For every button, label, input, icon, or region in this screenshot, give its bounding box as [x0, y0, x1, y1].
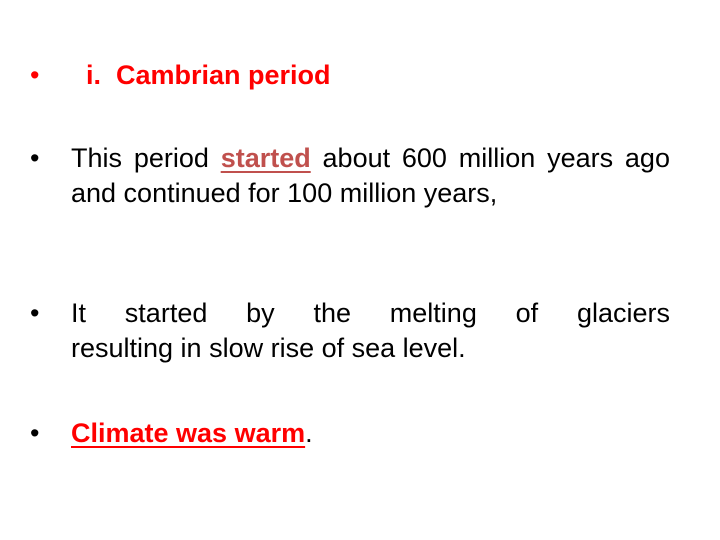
- period-start-pre: This period: [71, 143, 209, 173]
- slide-heading: i. Cambrian period: [86, 60, 331, 90]
- period-start-text: This period started about 600 million ye…: [71, 141, 670, 211]
- climate-highlight: Climate was warm: [71, 418, 306, 448]
- climate-post: .: [305, 418, 313, 448]
- glaciers-text: It started by the melting of glaciers re…: [71, 296, 670, 366]
- heading-bullet-item: • i. Cambrian period: [30, 58, 670, 93]
- bullet-marker: •: [30, 418, 40, 448]
- bullet-climate: • Climate was warm.: [30, 416, 670, 451]
- glaciers-line-1: It started by the melting of glaciers: [71, 298, 670, 328]
- bullet-marker: •: [30, 298, 40, 328]
- started-highlight: started: [220, 143, 311, 173]
- bullet-marker: •: [30, 60, 40, 90]
- bullet-period-start: • This period started about 600 million …: [30, 141, 670, 211]
- climate-text: Climate was warm.: [71, 416, 670, 451]
- bullet-marker: •: [30, 143, 40, 173]
- bullet-glaciers: • It started by the melting of glaciers …: [30, 296, 670, 366]
- period-start-post: about 600 million years ago and continue…: [71, 143, 670, 208]
- glaciers-line-2: resulting in slow rise of sea level.: [71, 333, 466, 363]
